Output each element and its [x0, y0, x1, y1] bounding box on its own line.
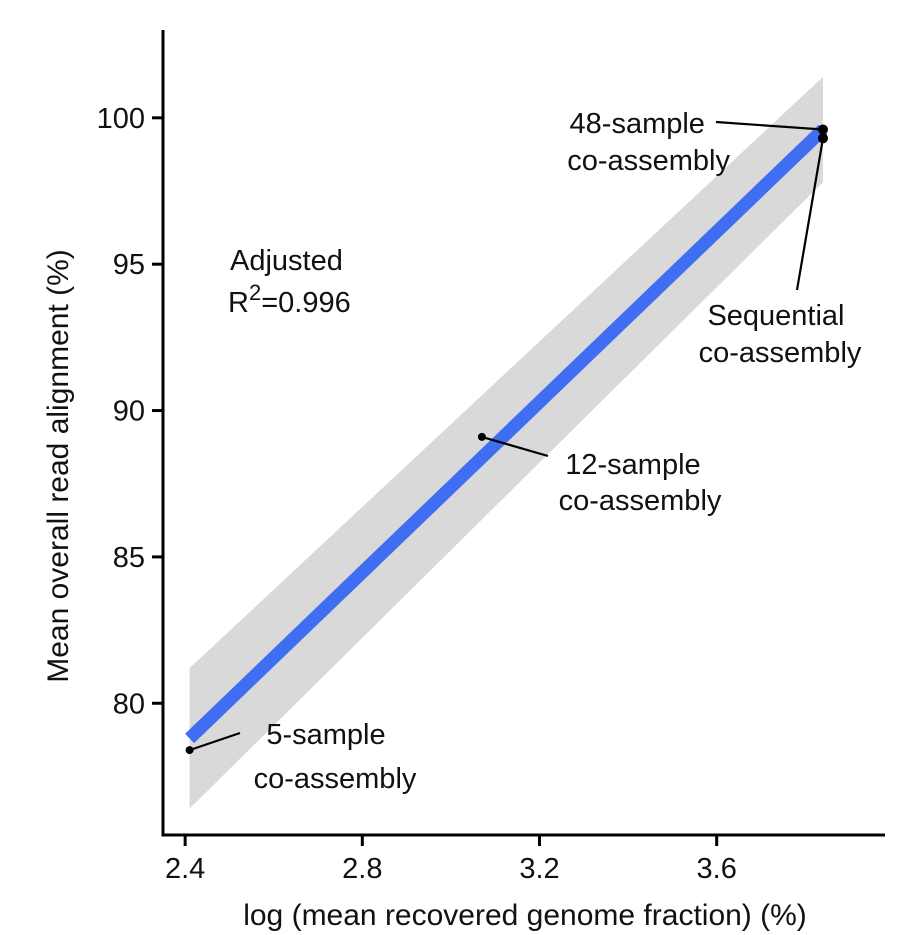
- x-tick-label: 3.6: [697, 853, 737, 885]
- label-sequential-line1: Sequential: [707, 300, 844, 332]
- leader-5-sample: [189, 731, 241, 752]
- x-tick-label: 3.2: [519, 853, 559, 885]
- y-axis-title: Mean overall read alignment (%): [42, 249, 75, 683]
- y-tick-label: 80: [113, 688, 145, 720]
- adjusted-label: Adjusted: [230, 245, 343, 277]
- label-sequential: Sequential co-assembly: [699, 300, 862, 369]
- y-tick-label: 85: [113, 542, 145, 574]
- label-48-sample: 48-sample co-assembly: [567, 108, 730, 177]
- data-points: [185, 124, 828, 755]
- label-48-sample-line1: 48-sample: [570, 108, 705, 140]
- x-tick-label: 2.4: [165, 853, 205, 885]
- label-5-sample-line1: 5-sample: [266, 719, 385, 751]
- y-tick-label: 95: [113, 249, 145, 281]
- r-value: =0.996: [261, 287, 351, 319]
- leader-48-sample: [715, 120, 824, 131]
- tick-labels: 2.4 2.8 3.2 3.6 80 85 90 95 100: [97, 103, 737, 885]
- r-squared-value: R2=0.996: [228, 280, 351, 319]
- leader-lines: [189, 120, 825, 752]
- fit-line-layer: [185, 124, 828, 744]
- r-superscript: 2: [249, 280, 261, 305]
- r-letter: R: [228, 287, 249, 319]
- y-tick-label: 90: [113, 396, 145, 428]
- point-5-sample: [185, 746, 194, 755]
- label-12-sample: 12-sample co-assembly: [559, 449, 722, 517]
- label-5-sample-line2: co-assembly: [254, 763, 417, 795]
- label-12-sample-line1: 12-sample: [565, 449, 700, 481]
- adjusted-r2-annotation: Adjusted: [230, 245, 343, 277]
- label-5-sample: 5-sample co-assembly: [254, 719, 417, 795]
- point-sequential: [817, 133, 828, 144]
- label-12-sample-line2: co-assembly: [559, 485, 722, 517]
- x-axis-title: log (mean recovered genome fraction) (%): [243, 899, 807, 932]
- label-sequential-line2: co-assembly: [699, 337, 862, 369]
- y-tick-label: 100: [97, 103, 145, 135]
- axes: [152, 30, 885, 846]
- label-48-sample-line2: co-assembly: [567, 145, 730, 177]
- regression-line: [185, 124, 828, 744]
- leader-sequential: [795, 138, 825, 291]
- point-48-sample: [817, 124, 828, 135]
- x-tick-label: 2.8: [342, 853, 382, 885]
- point-12-sample: [477, 432, 486, 441]
- leader-12-sample: [481, 435, 549, 458]
